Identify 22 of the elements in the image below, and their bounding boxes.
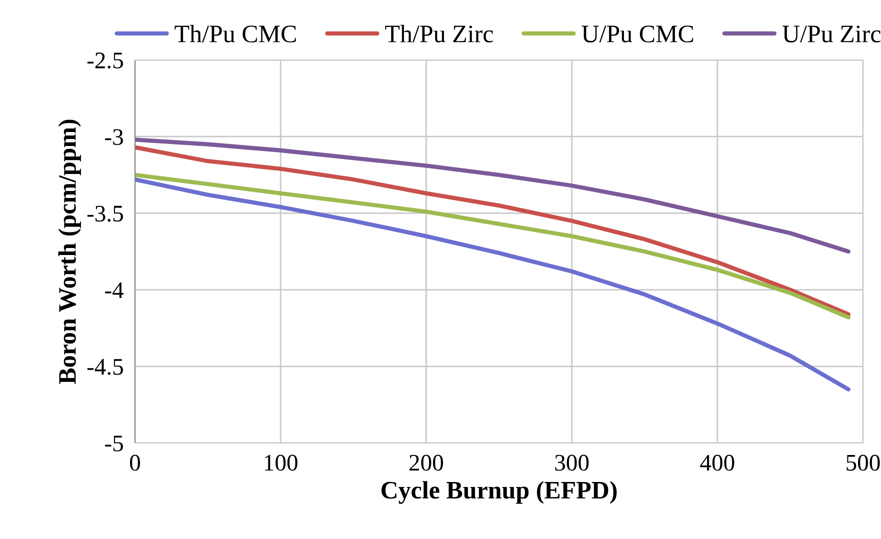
y-tick-label: -3.5	[87, 206, 123, 222]
line-series	[135, 177, 851, 392]
x-tick-label: 100	[264, 454, 298, 471]
y-tick-label: -4	[105, 282, 124, 298]
line-series	[135, 138, 851, 254]
legend-label: Th/Pu CMC	[174, 24, 296, 42]
x-tick-label: 400	[700, 454, 734, 471]
line-series	[135, 172, 851, 320]
line-series	[135, 145, 851, 316]
y-tick-label: -5	[105, 436, 123, 452]
y-tick-label: -3	[105, 129, 123, 146]
x-tick-label: 300	[555, 454, 589, 471]
legend-label: U/Pu CMC	[582, 26, 694, 42]
y-tick-label: -4.5	[87, 359, 123, 375]
x-tick-label: 500	[846, 454, 880, 471]
x-axis-title: Cycle Burnup (EFPD)	[381, 481, 617, 504]
y-tick-label: -2.5	[87, 52, 123, 69]
x-tick-label: 0	[130, 454, 140, 471]
y-axis-title: Boron Worth (pcm/ppm)	[58, 120, 81, 384]
x-tick-label: 200	[410, 454, 444, 471]
legend-label: Th/Pu Zirc	[385, 24, 493, 42]
legend-label: U/Pu Zirc	[782, 26, 880, 42]
